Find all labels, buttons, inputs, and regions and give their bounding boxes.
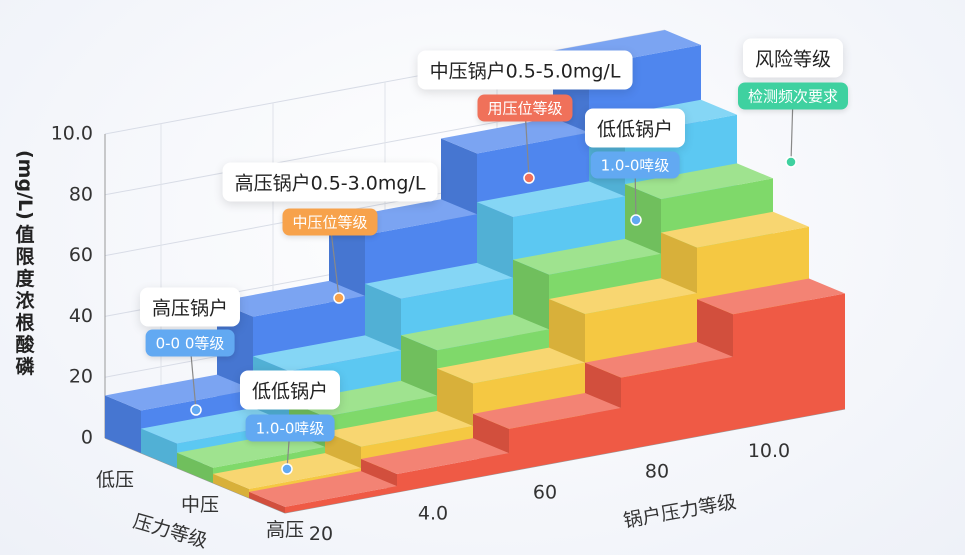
callout-dot bbox=[333, 292, 345, 304]
annotation-tag: 中压位等级 bbox=[282, 208, 378, 236]
annotation-tag: 1.0-0啈级 bbox=[590, 151, 680, 179]
y-tick-label: 0 bbox=[81, 427, 93, 449]
annotation-tag: 1.0-0啈级 bbox=[245, 414, 335, 442]
callout-dot bbox=[190, 404, 202, 416]
step-top bbox=[697, 278, 845, 315]
x-tick-label: 80 bbox=[645, 461, 669, 483]
step-top bbox=[401, 314, 549, 351]
annotation-title: 低低锅户 bbox=[239, 370, 341, 410]
y-tick-label: 60 bbox=[69, 244, 93, 266]
step-riser bbox=[177, 452, 213, 483]
step-top bbox=[361, 438, 509, 474]
step-top bbox=[253, 335, 401, 372]
y-title: 值限度浓根酸磷 bbox=[15, 223, 35, 378]
x-tick-label: 4.0 bbox=[418, 502, 448, 524]
step-riser bbox=[141, 428, 177, 468]
annotation-title: 高压锅户0.5-3.0mg/L bbox=[222, 162, 438, 202]
step-top bbox=[437, 347, 585, 384]
annotation-tag: 检测频次要求 bbox=[737, 82, 849, 110]
step-top bbox=[473, 393, 621, 429]
callout-dot bbox=[785, 156, 797, 168]
y-tick-label: 20 bbox=[69, 366, 93, 388]
callout-dot bbox=[523, 172, 535, 184]
x-tick-label: 20 bbox=[309, 523, 333, 545]
step-front bbox=[509, 408, 621, 472]
x-tick-label: 10.0 bbox=[748, 440, 790, 462]
y-unit: (mg/L) bbox=[14, 150, 36, 220]
annotation-title: 低低锅户 bbox=[584, 108, 686, 148]
step-front bbox=[285, 486, 397, 513]
step-top bbox=[477, 181, 625, 218]
step-top bbox=[365, 262, 513, 299]
y-axis-title: (mg/L) 值限度浓根酸磷 bbox=[12, 150, 38, 378]
callout-dot bbox=[630, 214, 642, 226]
y-tick-label: 10.0 bbox=[51, 123, 93, 145]
step-top bbox=[513, 238, 661, 275]
callout-dot bbox=[281, 463, 293, 475]
annotation-tag: 用压位等级 bbox=[477, 94, 573, 122]
step-top bbox=[105, 374, 253, 411]
step bbox=[249, 471, 397, 513]
annotation-title: 风险等级 bbox=[742, 38, 844, 78]
step-top bbox=[249, 471, 397, 507]
y-tick-label: 80 bbox=[69, 183, 93, 205]
annotation-tag: 0-0 0等级 bbox=[145, 329, 235, 357]
x-axis-title: 锅户压力等级 bbox=[622, 491, 738, 532]
step-top bbox=[217, 280, 365, 317]
step-top bbox=[661, 211, 809, 248]
step-top bbox=[441, 117, 589, 154]
x-tick-label: 60 bbox=[533, 482, 557, 504]
step-top bbox=[625, 163, 773, 200]
depth-tick-label: 高压 bbox=[266, 519, 304, 541]
step-top bbox=[549, 278, 697, 314]
annotation-title: 高压锅户 bbox=[139, 287, 241, 327]
depth-axis-title: 压力等级 bbox=[131, 510, 210, 552]
step-front bbox=[733, 293, 845, 430]
step-riser bbox=[249, 491, 285, 513]
depth-tick-label: 中压 bbox=[181, 494, 219, 516]
y-tick-label: 40 bbox=[69, 305, 93, 327]
step-top bbox=[325, 411, 473, 447]
step-riser bbox=[105, 395, 141, 453]
step-riser bbox=[213, 473, 249, 498]
series bbox=[249, 278, 845, 513]
step-top bbox=[585, 341, 733, 378]
step-front bbox=[621, 356, 733, 451]
annotation-title: 中压锅户0.5-5.0mg/L bbox=[417, 50, 633, 90]
depth-tick-label: 低压 bbox=[96, 469, 134, 491]
step-front bbox=[397, 453, 509, 493]
